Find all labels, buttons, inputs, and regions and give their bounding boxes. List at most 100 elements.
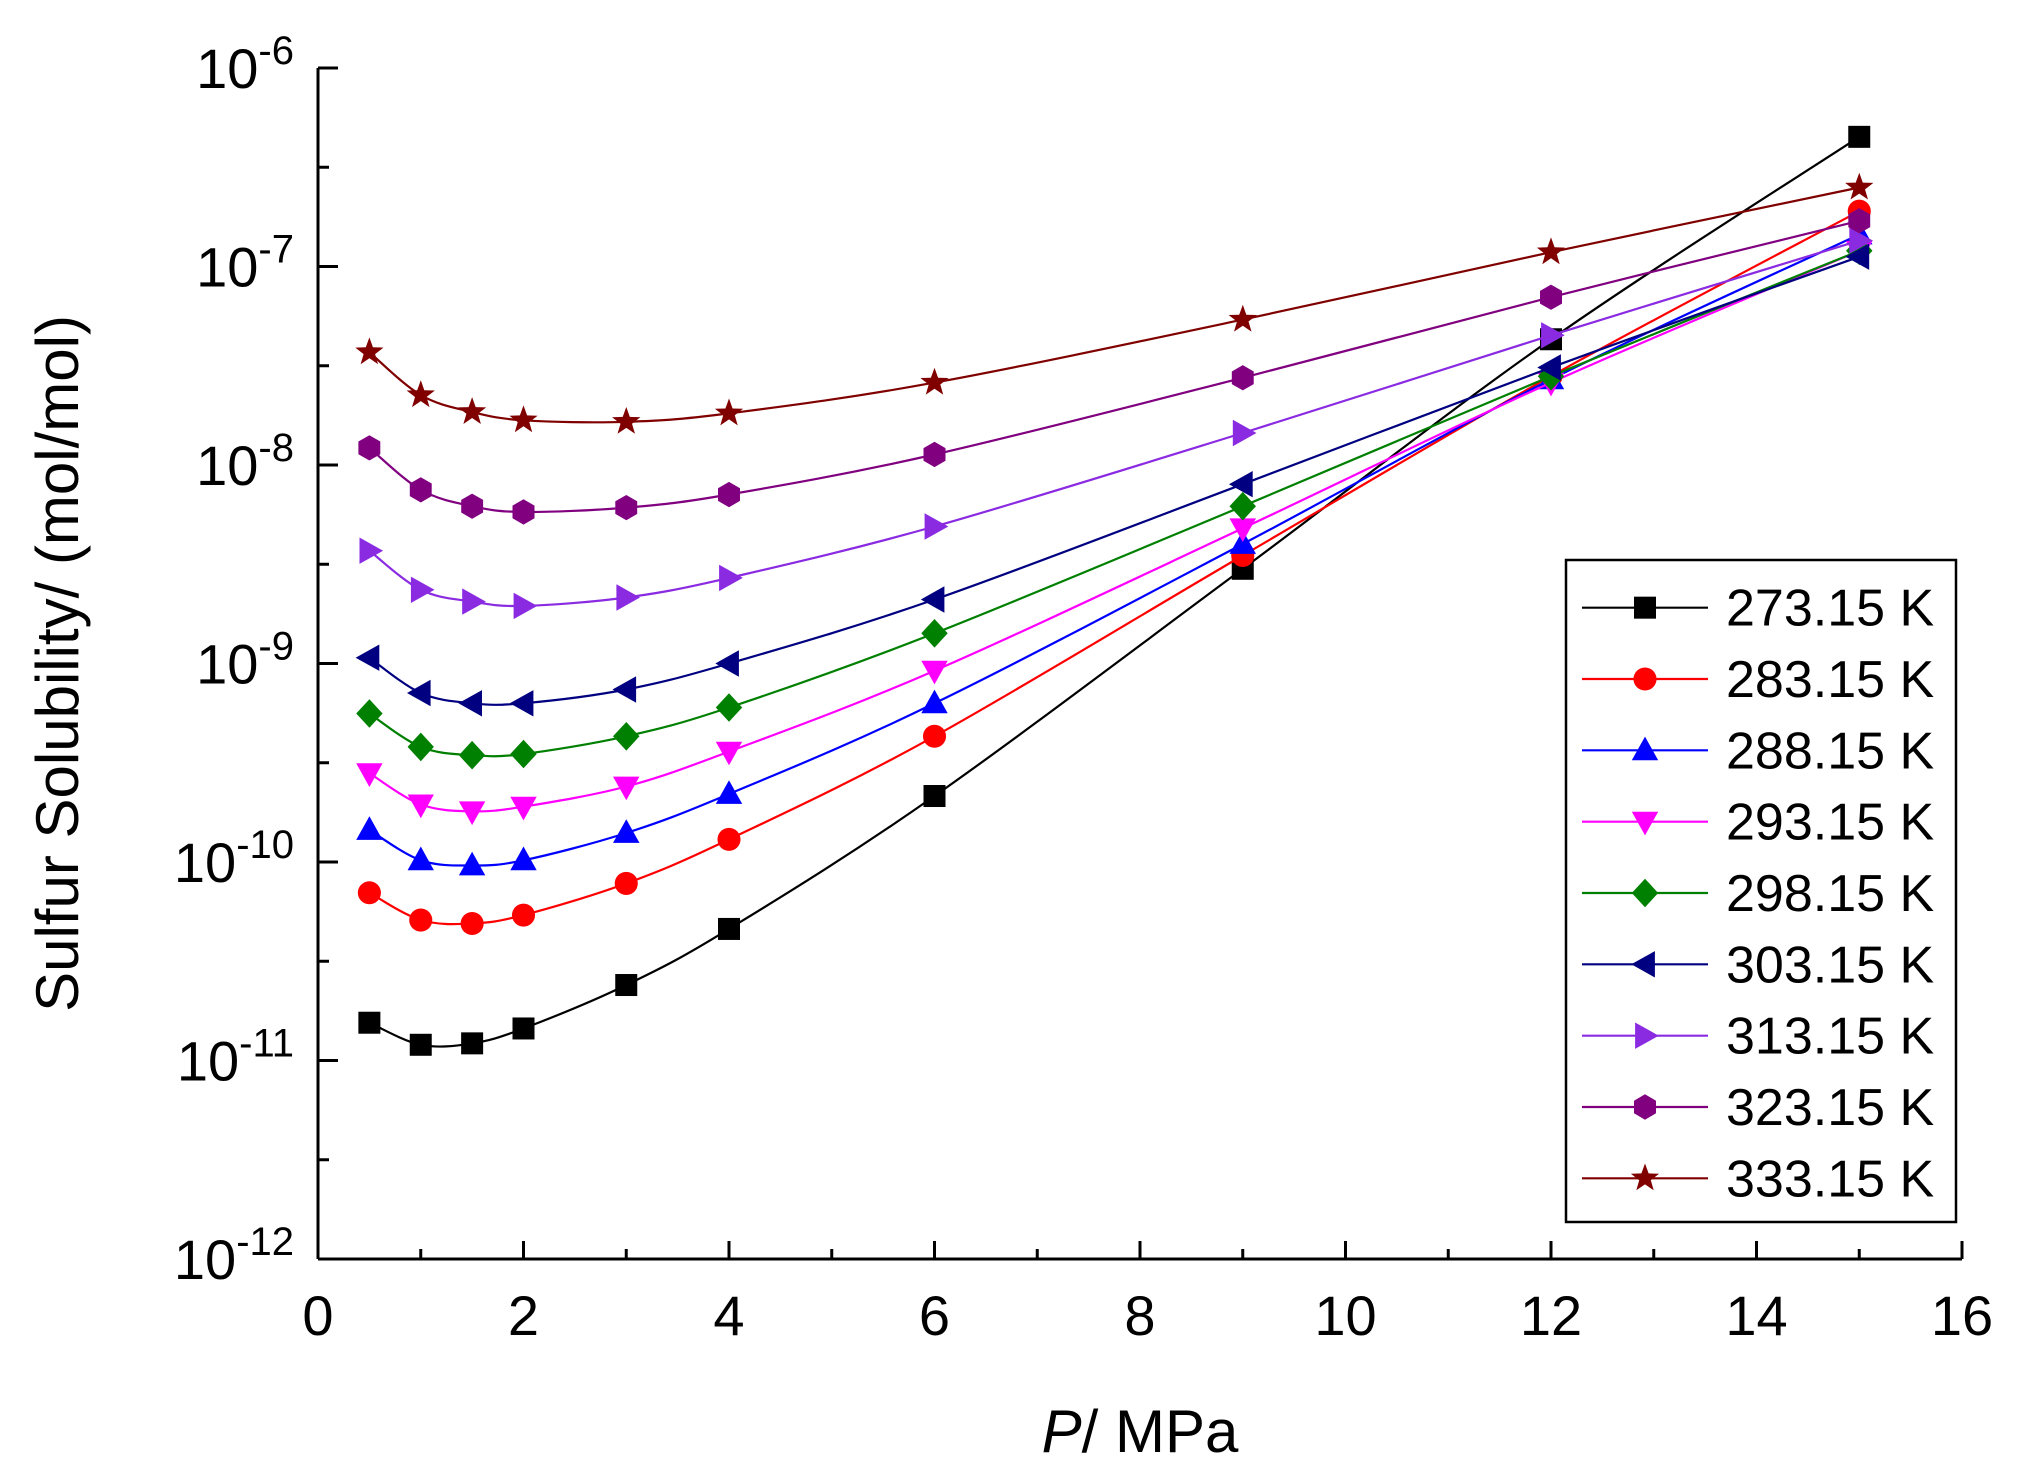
data-point — [509, 690, 534, 717]
data-point — [612, 676, 637, 703]
legend-marker — [1634, 1094, 1656, 1120]
x-tick-label: 8 — [1124, 1284, 1155, 1347]
series-333-15-k — [355, 172, 1874, 434]
data-point — [355, 644, 380, 671]
data-point — [1845, 243, 1870, 270]
data-point — [714, 398, 744, 426]
data-point — [511, 903, 536, 927]
legend-marker — [1631, 951, 1655, 978]
legend-entry: 303.15 K — [1582, 936, 1934, 994]
legend-entry: 283.15 K — [1582, 651, 1934, 709]
legend-label: 303.15 K — [1726, 936, 1934, 994]
legend-marker — [1631, 736, 1659, 761]
data-point — [615, 974, 638, 997]
data-point — [458, 397, 487, 424]
data-point — [923, 785, 946, 808]
data-point — [461, 493, 484, 519]
data-point — [923, 441, 946, 468]
legend-entry: 313.15 K — [1582, 1008, 1934, 1066]
x-tick-label: 12 — [1520, 1284, 1582, 1347]
legend: 273.15 K 283.15 K 288.15 K 293.15 K 298.15 K… — [1564, 558, 1958, 1224]
legend-label: 313.15 K — [1726, 1008, 1934, 1066]
axes: 0 2 4 6 8 10 12 14 16 10-12 10-11 10-10 10-9 10-8 10-7… — [24, 29, 1993, 1465]
legend-entry: 333.15 K — [1582, 1150, 1934, 1208]
data-point — [1229, 530, 1256, 554]
data-point — [461, 1032, 484, 1055]
x-axis-title: P/ MPa — [1042, 1398, 1239, 1465]
legend-entry: 293.15 K — [1582, 794, 1934, 852]
data-point — [715, 650, 739, 677]
legend-label: 333.15 K — [1726, 1150, 1934, 1208]
legend-entry: 323.15 K — [1582, 1079, 1934, 1137]
data-point — [1541, 322, 1565, 349]
y-tick-label: 10-9 — [196, 625, 294, 696]
data-point — [612, 407, 641, 434]
data-point — [921, 660, 948, 685]
plot-area — [355, 125, 1874, 1056]
legend-label: 283.15 K — [1726, 651, 1934, 709]
legend-marker — [1633, 667, 1657, 691]
y-tick-label: 10-7 — [196, 228, 294, 299]
legend-entry: 273.15 K — [1582, 580, 1934, 638]
data-point — [1537, 361, 1565, 391]
legend-entry: 288.15 K — [1582, 722, 1934, 780]
data-point — [1540, 284, 1562, 310]
data-point — [358, 435, 381, 461]
data-point — [1229, 518, 1256, 542]
data-point — [1849, 227, 1873, 254]
data-point — [462, 588, 486, 615]
y-tick-label: 10-12 — [174, 1220, 294, 1291]
data-point — [1229, 471, 1253, 498]
data-point — [407, 794, 434, 819]
data-point — [1845, 172, 1874, 200]
series-323-15-k — [358, 208, 1871, 525]
series-line — [368, 219, 1860, 514]
data-point — [458, 740, 486, 770]
legend-label: 288.15 K — [1726, 722, 1934, 780]
y-axis-title: Sulfur Solubility/ (mol/mol) — [24, 315, 91, 1012]
data-point — [458, 801, 486, 826]
data-point — [513, 592, 538, 620]
data-point — [357, 881, 381, 905]
data-point — [407, 846, 434, 871]
data-point — [458, 690, 482, 717]
legend-marker — [1630, 1163, 1660, 1191]
y-tick-label: 10-11 — [177, 1022, 294, 1093]
legend-label: 293.15 K — [1726, 794, 1934, 852]
x-tick-label: 6 — [919, 1284, 950, 1347]
x-tick-label: 0 — [302, 1284, 333, 1347]
legend-marker — [1635, 1022, 1659, 1049]
data-point — [921, 689, 948, 714]
data-point — [1848, 208, 1871, 234]
series-line — [368, 186, 1860, 424]
data-point — [512, 499, 535, 525]
series-283-15-k — [357, 199, 1871, 936]
y-tick-label: 10-10 — [174, 823, 294, 894]
data-point — [715, 693, 743, 722]
data-point — [719, 564, 743, 592]
legend-entry: 298.15 K — [1582, 865, 1934, 923]
data-point — [1848, 125, 1871, 148]
data-point — [355, 337, 384, 365]
data-point — [924, 513, 949, 540]
data-point — [356, 763, 383, 787]
data-point — [922, 724, 947, 748]
legend-label: 298.15 K — [1726, 865, 1934, 923]
data-point — [410, 576, 435, 603]
x-tick-label: 14 — [1725, 1284, 1787, 1347]
data-point — [1229, 491, 1256, 521]
data-point — [613, 776, 640, 801]
data-point — [1231, 365, 1254, 391]
data-point — [1536, 237, 1566, 265]
legend-label: 273.15 K — [1726, 580, 1934, 638]
data-point — [358, 1011, 381, 1034]
x-tick-label: 16 — [1931, 1284, 1993, 1347]
series-303-15-k — [355, 243, 1870, 717]
data-point — [920, 586, 945, 613]
data-point — [613, 722, 640, 751]
data-point — [510, 796, 537, 821]
x-tick-label: 4 — [713, 1284, 744, 1347]
legend-marker — [1631, 878, 1659, 908]
data-point — [407, 679, 431, 707]
